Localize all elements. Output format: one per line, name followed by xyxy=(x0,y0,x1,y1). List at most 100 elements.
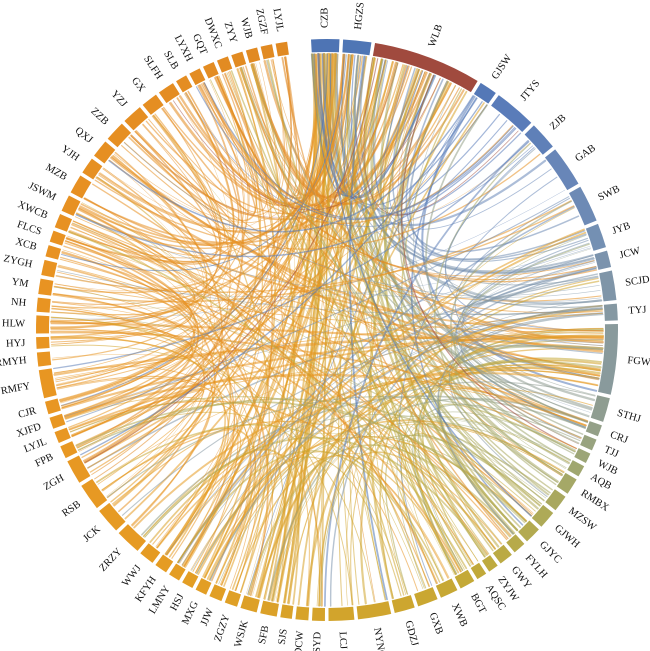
ribbon-306 xyxy=(69,396,526,524)
label-rmyh-53: RMYH xyxy=(0,355,28,369)
ribbon-396 xyxy=(71,222,588,423)
ribbon-343 xyxy=(57,265,196,420)
ribbon-398 xyxy=(209,305,603,581)
ribbon-385 xyxy=(56,98,231,385)
ribbon-275 xyxy=(318,53,331,607)
ribbon-227 xyxy=(109,159,589,421)
ribbon-379 xyxy=(211,73,273,582)
label-sjs-34: SJS xyxy=(277,628,290,645)
arc-yzj-67 xyxy=(124,107,149,131)
label-gjyc-21: GJYC xyxy=(537,539,563,565)
ribbon-247 xyxy=(64,378,200,446)
ribbon-242 xyxy=(76,212,232,558)
ribbon-357 xyxy=(247,95,474,595)
arc-zygh-58 xyxy=(41,259,58,278)
ribbon-404 xyxy=(241,66,558,483)
ribbon-303 xyxy=(101,427,256,586)
ribbon-258 xyxy=(51,189,566,320)
ribbon-163 xyxy=(79,205,604,332)
ribbon-371 xyxy=(178,260,595,564)
label-hlw-55: HLW xyxy=(2,318,25,329)
label-jtys-4: JTYS xyxy=(518,78,542,103)
ribbon-182 xyxy=(51,305,256,589)
ribbon-313 xyxy=(254,63,387,601)
ribbon-388 xyxy=(324,140,529,607)
ribbon-387 xyxy=(123,142,601,298)
ribbon-151 xyxy=(54,283,604,334)
arc-zzb-66 xyxy=(107,123,132,148)
label-gjsw-3: GJSW xyxy=(490,53,514,82)
arc-rmfy-52 xyxy=(38,368,57,399)
label-yjh-64: YJH xyxy=(59,144,81,164)
ribbon-285 xyxy=(75,214,600,299)
arc-dwxc-73 xyxy=(216,56,233,73)
arc-jcw-9 xyxy=(594,250,612,270)
ribbon-186 xyxy=(404,416,570,581)
arc-wwj-43 xyxy=(140,543,161,563)
arc-wlb-2 xyxy=(372,42,478,93)
ribbon-362 xyxy=(53,141,530,370)
label-crj-14: CRJ xyxy=(608,429,629,446)
ribbon-402 xyxy=(50,336,226,555)
arc-gab-6 xyxy=(544,149,579,191)
arc-zgh-47 xyxy=(67,455,91,483)
label-cjr-51: CJR xyxy=(17,406,37,421)
ribbon-342 xyxy=(177,228,585,564)
arc-flcs-60 xyxy=(49,230,66,246)
ribbon-331 xyxy=(111,142,531,241)
ribbon-162 xyxy=(204,369,600,579)
ribbon-380 xyxy=(462,276,603,316)
ribbon-418 xyxy=(210,79,490,555)
label-flcs-60: FLCS xyxy=(16,219,43,238)
label-hyj-54: HYJ xyxy=(6,338,26,350)
label-wsyd-32: WSYD xyxy=(312,631,324,651)
label-tjj-15: TJJ xyxy=(602,444,620,460)
label-aqb-17: AQB xyxy=(588,472,613,492)
label-slb-70: SLB xyxy=(161,49,180,71)
ribbon-419 xyxy=(195,86,516,221)
ribbon-374 xyxy=(61,54,347,272)
ribbon-302 xyxy=(64,247,591,417)
label-qxj-65: QXJ xyxy=(73,125,95,146)
label-jyb-8: JYB xyxy=(611,221,632,237)
ribbon-326 xyxy=(57,377,252,586)
arc-xcb-59 xyxy=(45,245,62,260)
arc-gwy-23 xyxy=(492,544,512,564)
ribbon-142 xyxy=(50,320,604,350)
ribbon-338 xyxy=(52,292,419,592)
ribbon-110 xyxy=(370,71,426,595)
ribbon-297 xyxy=(417,339,604,571)
ribbon-300 xyxy=(84,197,236,564)
label-nh-56: NH xyxy=(11,297,27,309)
arc-hyj-54 xyxy=(36,336,50,349)
label-wsjk-36: WSJK xyxy=(233,619,251,649)
ribbon-411 xyxy=(114,151,223,513)
ribbon-146 xyxy=(263,59,604,344)
ribbon-292 xyxy=(196,456,402,597)
ribbon-361 xyxy=(77,411,375,603)
label-jck-45: JCK xyxy=(81,524,103,545)
arc-bgt-26 xyxy=(454,569,475,589)
arc-rdcw-33 xyxy=(295,606,310,621)
label-mxg-39: MXG xyxy=(180,599,201,626)
label-jjw-38: JJW xyxy=(199,607,216,628)
ribbon-84 xyxy=(413,85,590,418)
ribbon-425 xyxy=(50,224,196,316)
arc-sthj-13 xyxy=(590,395,610,422)
arc-lyjl-49 xyxy=(54,427,71,443)
ribbon-386 xyxy=(426,422,541,531)
ribbon-408 xyxy=(55,205,575,293)
arc-hlw-55 xyxy=(36,315,50,334)
label-zrzy-44: ZRZY xyxy=(98,546,125,574)
ribbon-279 xyxy=(456,239,589,428)
ribbon-63 xyxy=(178,54,354,205)
ribbon-383 xyxy=(166,453,310,606)
ribbon-368 xyxy=(218,415,571,585)
ribbon-392 xyxy=(108,95,474,233)
ribbon-413 xyxy=(287,277,599,604)
arc-nh-56 xyxy=(36,297,51,313)
arc-fylh-22 xyxy=(506,534,525,553)
label-rmfy-52: RMFY xyxy=(0,381,32,397)
arc-nync-30 xyxy=(356,601,392,620)
ribbon-391 xyxy=(54,285,205,492)
